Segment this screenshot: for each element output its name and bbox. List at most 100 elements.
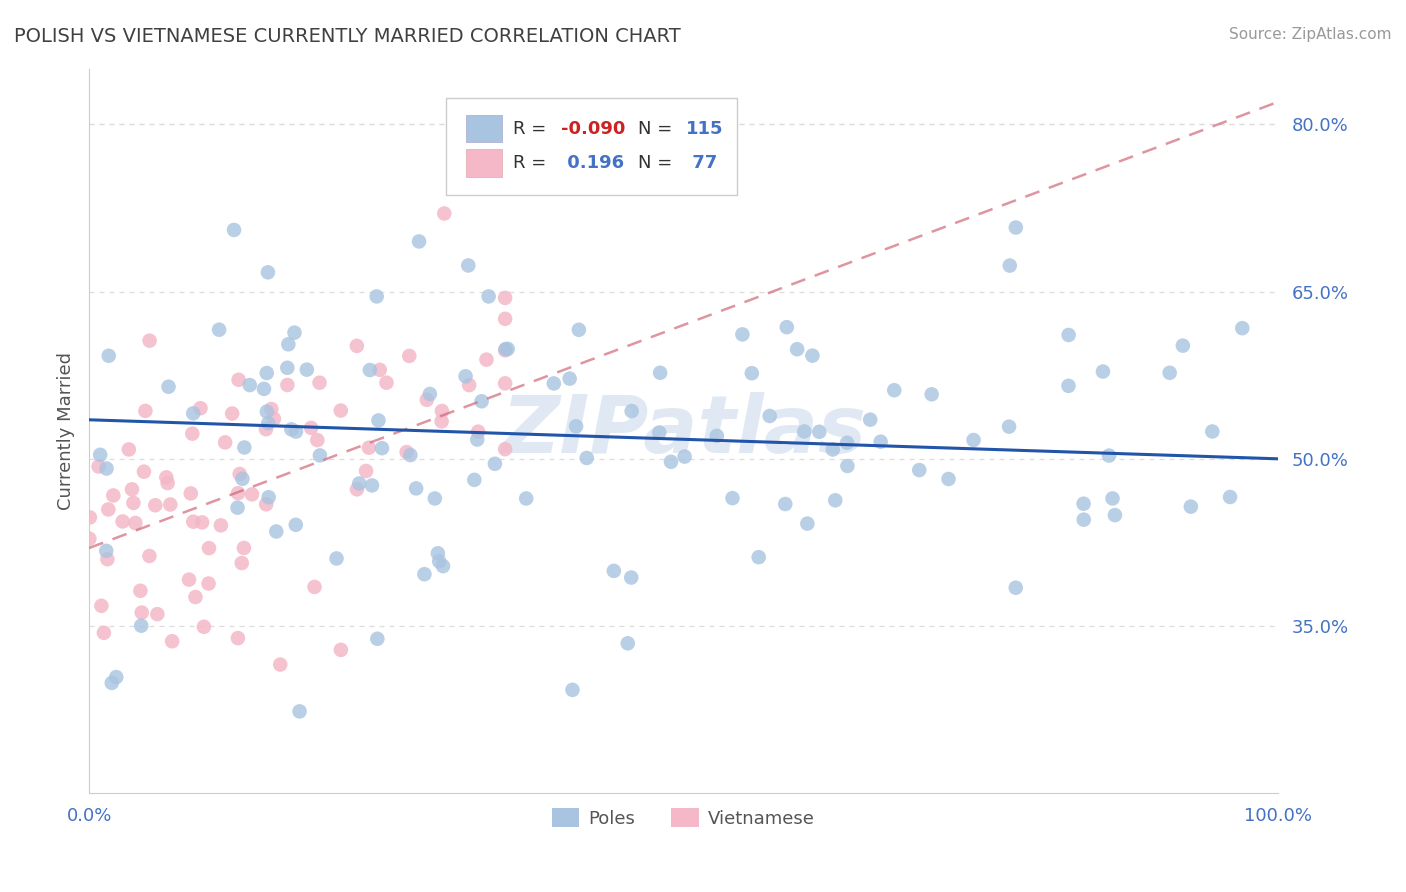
Text: Source: ZipAtlas.com: Source: ZipAtlas.com (1229, 27, 1392, 42)
Y-axis label: Currently Married: Currently Married (58, 352, 75, 510)
Text: N =: N = (638, 153, 678, 172)
Point (89, 448, 111, 462)
Legend: Poles, Vietnamese: Poles, Vietnamese (546, 801, 821, 835)
Point (131, 606, 153, 620)
Point (260, 402, 283, 417)
Point (284, 517, 307, 532)
Point (1057, 379, 1080, 393)
Point (361, 478, 384, 492)
Point (475, 352, 498, 367)
Point (143, 498, 166, 512)
Point (209, 518, 232, 533)
Point (181, 515, 204, 529)
Point (835, 435, 858, 450)
Point (184, 590, 207, 604)
Text: R =: R = (513, 153, 553, 172)
Point (357, 441, 380, 455)
Point (366, 289, 388, 303)
Point (786, 343, 808, 357)
Point (494, 442, 516, 457)
Point (558, 371, 581, 385)
Point (231, 472, 253, 486)
Point (793, 425, 815, 439)
Point (565, 419, 588, 434)
Point (346, 339, 368, 353)
Point (159, 498, 181, 512)
Point (132, 465, 155, 479)
Point (1098, 449, 1121, 463)
Point (193, 620, 215, 634)
Point (801, 349, 824, 363)
Text: ZIPatlas: ZIPatlas (501, 392, 866, 470)
Point (256, 404, 278, 418)
Point (221, 407, 243, 421)
Point (284, 425, 307, 439)
Point (494, 376, 516, 391)
Point (190, 401, 212, 416)
Point (471, 394, 494, 409)
Point (636, 169, 658, 184)
Point (494, 291, 516, 305)
Point (257, 265, 280, 279)
Point (748, 550, 770, 565)
Point (254, 497, 277, 511)
Point (758, 409, 780, 423)
Point (416, 392, 439, 407)
Point (458, 378, 481, 392)
Point (288, 705, 311, 719)
Point (138, 549, 160, 563)
Point (97, 349, 120, 363)
Point (181, 406, 204, 420)
FancyBboxPatch shape (446, 97, 737, 195)
Point (226, 500, 249, 515)
Point (122, 496, 145, 510)
Point (264, 524, 287, 539)
Point (146, 607, 169, 621)
Point (354, 464, 377, 478)
Point (96, 461, 118, 475)
Point (329, 643, 352, 657)
Point (1232, 321, 1254, 335)
Point (998, 419, 1021, 434)
Point (347, 476, 370, 491)
Point (883, 383, 905, 397)
Point (346, 483, 368, 497)
FancyBboxPatch shape (465, 149, 502, 177)
Point (1091, 365, 1114, 379)
Point (620, 570, 643, 584)
Point (432, 559, 454, 574)
Point (515, 491, 537, 506)
Point (254, 422, 277, 436)
Point (129, 618, 152, 632)
Point (457, 259, 479, 273)
Point (463, 473, 485, 487)
Point (603, 564, 626, 578)
Point (277, 337, 299, 351)
Point (257, 416, 280, 430)
Point (395, 445, 418, 459)
Point (90, 599, 112, 613)
Point (465, 433, 488, 447)
Point (938, 472, 960, 486)
Point (226, 631, 249, 645)
Point (79, 532, 101, 546)
Point (124, 516, 146, 530)
Point (263, 412, 285, 426)
Point (375, 376, 398, 390)
Point (280, 422, 302, 436)
Point (706, 429, 728, 443)
Point (97, 502, 120, 516)
Point (231, 556, 253, 570)
Point (208, 323, 231, 337)
Point (659, 455, 682, 469)
Point (160, 634, 183, 648)
Point (307, 433, 329, 447)
Point (103, 488, 125, 502)
Point (299, 421, 322, 435)
Point (156, 476, 179, 491)
Point (239, 378, 262, 392)
Point (304, 580, 326, 594)
Point (366, 632, 388, 646)
Point (276, 360, 298, 375)
Point (101, 676, 124, 690)
